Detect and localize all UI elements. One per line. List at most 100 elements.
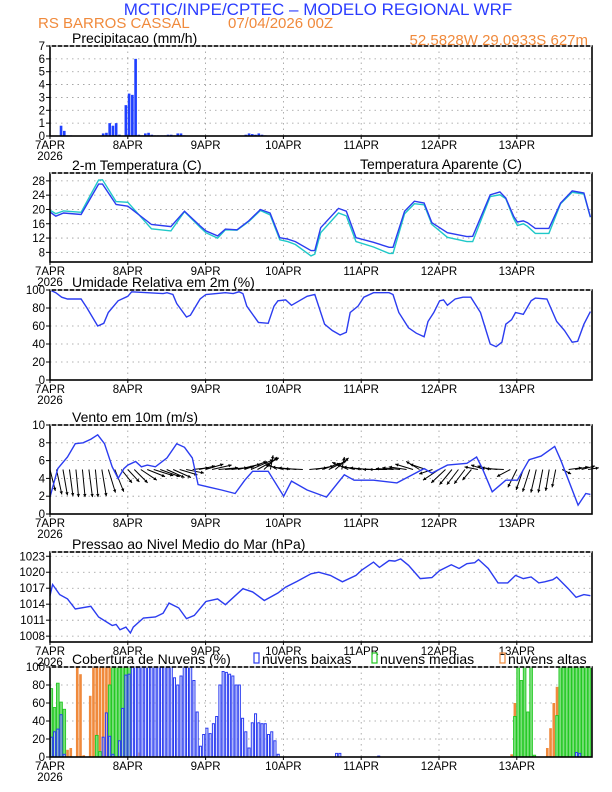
precip-bar xyxy=(114,123,118,136)
nuvens-baixas-bar xyxy=(260,723,264,758)
x-tick-label: 13APR xyxy=(499,384,535,396)
y-tick-label: 20 xyxy=(32,204,45,216)
nuvens-medias-bar xyxy=(577,666,582,758)
header-title: MCTIC/INPE/CPTEC – MODELO REGIONAL WRF xyxy=(124,0,513,19)
wind-vector-arrow xyxy=(341,456,346,470)
x-axis-year: 2026 xyxy=(37,772,63,784)
panel-title: Precipitacao (mm/h) xyxy=(72,30,197,46)
wind-vector-arrow xyxy=(419,469,433,475)
model-run: 07/04/2026 00Z xyxy=(228,15,333,32)
wind-line xyxy=(49,433,591,507)
y-tick-label: 100 xyxy=(26,285,45,297)
plot-area xyxy=(50,290,592,380)
nuvens-baixas-bar xyxy=(121,707,125,758)
legend-swatch-icon xyxy=(253,652,260,664)
precip-bar xyxy=(127,93,131,136)
wind-vector-arrow xyxy=(263,456,278,470)
wind-panel: 0 2 4 6 8 10 7APR 8APR 9APR 10APR 11APR 12APR 13APR 2… xyxy=(32,409,599,541)
y-tick-label: 5 xyxy=(39,67,45,79)
x-tick-label: 8APR xyxy=(113,646,143,658)
x-tick-label: 13APR xyxy=(499,266,535,278)
x-tick-label: 9APR xyxy=(191,140,221,152)
x-tick-label: 11APR xyxy=(343,761,379,773)
nuvens-medias-bar xyxy=(574,666,579,758)
y-tick-label: 80 xyxy=(32,303,45,315)
nuvens-medias-bar xyxy=(526,711,530,758)
nuvens-baixas-bar xyxy=(130,666,134,758)
panel-title: Umidade Relativa em 2m (%) xyxy=(72,274,255,290)
y-tick-label: 12 xyxy=(32,233,45,245)
nuvens-baixas-bar xyxy=(176,684,180,758)
nuvens-baixas-bar xyxy=(263,723,267,758)
nuvens-baixas-bar xyxy=(241,717,245,758)
wind-vector-arrow xyxy=(68,469,75,497)
nuvens-baixas-bar xyxy=(59,714,63,758)
y-tick-label: 4 xyxy=(39,80,46,92)
nuvens-medias-bar xyxy=(94,734,99,758)
nuvens-baixas-bar xyxy=(172,677,177,758)
y-tick-label: 0 xyxy=(39,752,45,764)
nuvens-altas-bar xyxy=(95,667,99,757)
nuvens-altas-bar xyxy=(105,667,108,757)
x-axis-year: 2026 xyxy=(37,657,63,669)
nuvens-medias-bar xyxy=(111,666,115,758)
wind-vector-arrow xyxy=(537,469,544,493)
precip-bar xyxy=(247,133,251,136)
wind-vector-arrow xyxy=(464,465,478,470)
panel-title: Pressao ao Nivel Medio do Mar (hPa) xyxy=(72,536,305,552)
y-tick-label: 0 xyxy=(39,375,45,387)
nuvens-baixas-bar xyxy=(160,666,164,758)
nuvens-baixas-bar xyxy=(56,728,60,758)
x-tick-label: 9APR xyxy=(191,518,221,530)
wind-vector-arrow xyxy=(529,469,537,493)
y-tick-label: 20 xyxy=(32,734,45,746)
nuvens-medias-bar xyxy=(62,708,67,758)
precip-bar xyxy=(101,133,105,136)
wind-vector-arrow xyxy=(101,469,108,497)
y-tick-label: 2 xyxy=(39,105,45,117)
y-tick-label: 1023 xyxy=(19,551,45,563)
wind-vector-arrow xyxy=(107,469,117,493)
temp-line xyxy=(49,183,592,252)
nuvens-baixas-bar xyxy=(169,666,173,758)
wind-vector-arrow xyxy=(486,467,504,471)
x-tick-label: 12APR xyxy=(421,761,457,773)
y-tick-label: 20 xyxy=(32,357,45,369)
y-tick-label: 10 xyxy=(32,420,45,432)
wind-vector-arrow xyxy=(147,469,166,478)
y-tick-label: 8 xyxy=(39,438,45,450)
y-tick-label: 28 xyxy=(32,176,45,188)
wind-vector-arrow xyxy=(439,469,453,485)
cloud-panel: 0 20 40 60 80 100 7APR 8APR 9APR 10APR 11APR 12APR 1… xyxy=(26,651,593,784)
y-tick-label: 8 xyxy=(39,247,45,259)
precip-bar xyxy=(59,125,63,136)
x-tick-label: 10APR xyxy=(265,518,301,530)
x-tick-label: 9APR xyxy=(191,266,221,278)
nuvens-baixas-bar xyxy=(234,684,238,758)
wind-vector-arrow xyxy=(166,469,185,478)
nuvens-baixas-bar xyxy=(137,666,141,758)
wind-vector-arrow xyxy=(205,463,224,470)
nuvens-baixas-bar xyxy=(185,666,189,758)
plot-area xyxy=(50,425,592,514)
wind-vector-arrow xyxy=(462,469,472,481)
x-tick-label: 11APR xyxy=(343,518,379,530)
wind-vector-arrow xyxy=(395,463,414,470)
y-tick-label: 100 xyxy=(26,662,45,674)
y-tick-label: 1020 xyxy=(19,567,45,579)
nuvens-altas-bar xyxy=(92,667,95,757)
nuvens-baixas-bar xyxy=(153,666,157,758)
x-tick-label: 8APR xyxy=(113,518,143,530)
y-tick-label: 40 xyxy=(32,339,45,351)
y-tick-label: 4 xyxy=(39,473,46,485)
nuvens-altas-bar xyxy=(88,695,92,757)
precip-bar xyxy=(134,58,137,136)
nuvens-baixas-bar xyxy=(182,666,186,758)
wind-vector-arrow xyxy=(430,469,446,484)
wind-vector-arrow xyxy=(285,467,303,471)
x-tick-label: 12APR xyxy=(421,266,457,278)
nuvens-altas-bar xyxy=(510,754,513,757)
nuvens-medias-bar xyxy=(522,666,527,758)
precip-bar xyxy=(257,133,261,136)
